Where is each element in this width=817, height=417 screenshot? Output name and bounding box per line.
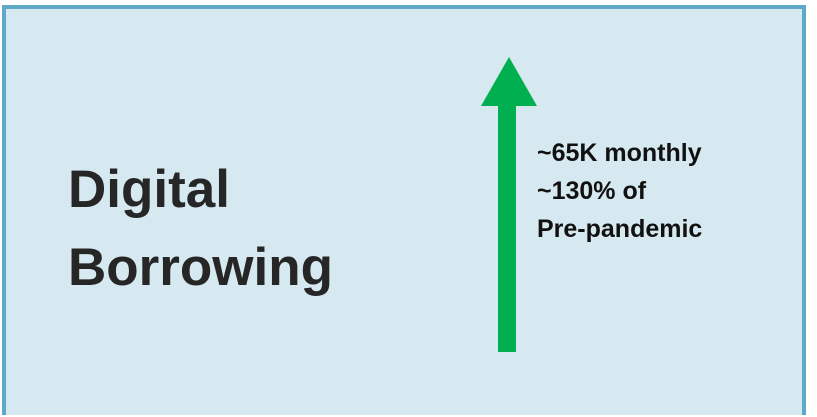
card-title: Digital Borrowing — [68, 151, 428, 307]
stat-monthly: ~65K monthly — [537, 139, 702, 167]
up-arrow-icon — [481, 57, 537, 352]
arrow-head — [481, 57, 537, 106]
stat-percent: ~130% of — [537, 177, 647, 205]
title-line-1: Digital — [68, 160, 230, 219]
title-line-2: Borrowing — [68, 238, 333, 297]
arrow-shaft — [498, 105, 516, 352]
digital-borrowing-card: Digital Borrowing — [2, 5, 806, 415]
stat-baseline: Pre-pandemic — [537, 215, 703, 243]
borrowing-stats: ~65K monthly ~130% of Pre-pandemic — [537, 134, 787, 248]
